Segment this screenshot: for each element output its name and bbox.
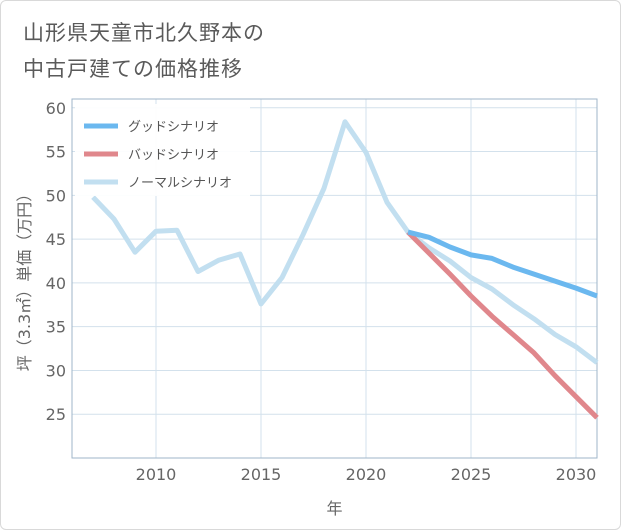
y-tick-label: 35 (46, 318, 66, 337)
chart-title-line-2: 中古戸建ての価格推移 (23, 57, 243, 81)
x-tick-label: 2030 (556, 465, 597, 484)
plot-area-frame (71, 98, 598, 459)
series-lines (91, 119, 599, 420)
y-axis-label: 坪（3.3㎡）単価（万円） (15, 186, 34, 371)
chart-title: 山形県天童市北久野本の 中古戸建ての価格推移 (23, 15, 265, 87)
legend-label: バッドシナリオ (128, 148, 219, 163)
y-axis-tick-labels: 25 30 35 40 45 50 55 60 (46, 99, 66, 424)
legend-label: ノーマルシナリオ (128, 176, 232, 191)
y-tick-label: 40 (46, 274, 66, 293)
x-tick-label: 2025 (451, 465, 492, 484)
legend-label: グッドシナリオ (128, 120, 219, 135)
x-axis-tick-labels: 2010 2015 2020 2025 2030 (136, 465, 597, 484)
series-line-1 (406, 230, 599, 420)
x-tick-label: 2020 (346, 465, 387, 484)
x-tick-label: 2015 (241, 465, 282, 484)
y-tick-label: 25 (46, 405, 66, 424)
series-line-2 (91, 119, 599, 365)
series-line-0 (407, 229, 598, 299)
x-tick-label: 2010 (136, 465, 177, 484)
y-tick-label: 50 (46, 186, 66, 205)
y-tick-label: 55 (46, 143, 66, 162)
y-tick-label: 45 (46, 230, 66, 249)
chart-title-line-1: 山形県天童市北久野本の (23, 21, 265, 45)
x-axis-label: 年 (326, 499, 342, 518)
y-tick-label: 30 (46, 361, 66, 380)
y-tick-label: 60 (46, 99, 66, 118)
